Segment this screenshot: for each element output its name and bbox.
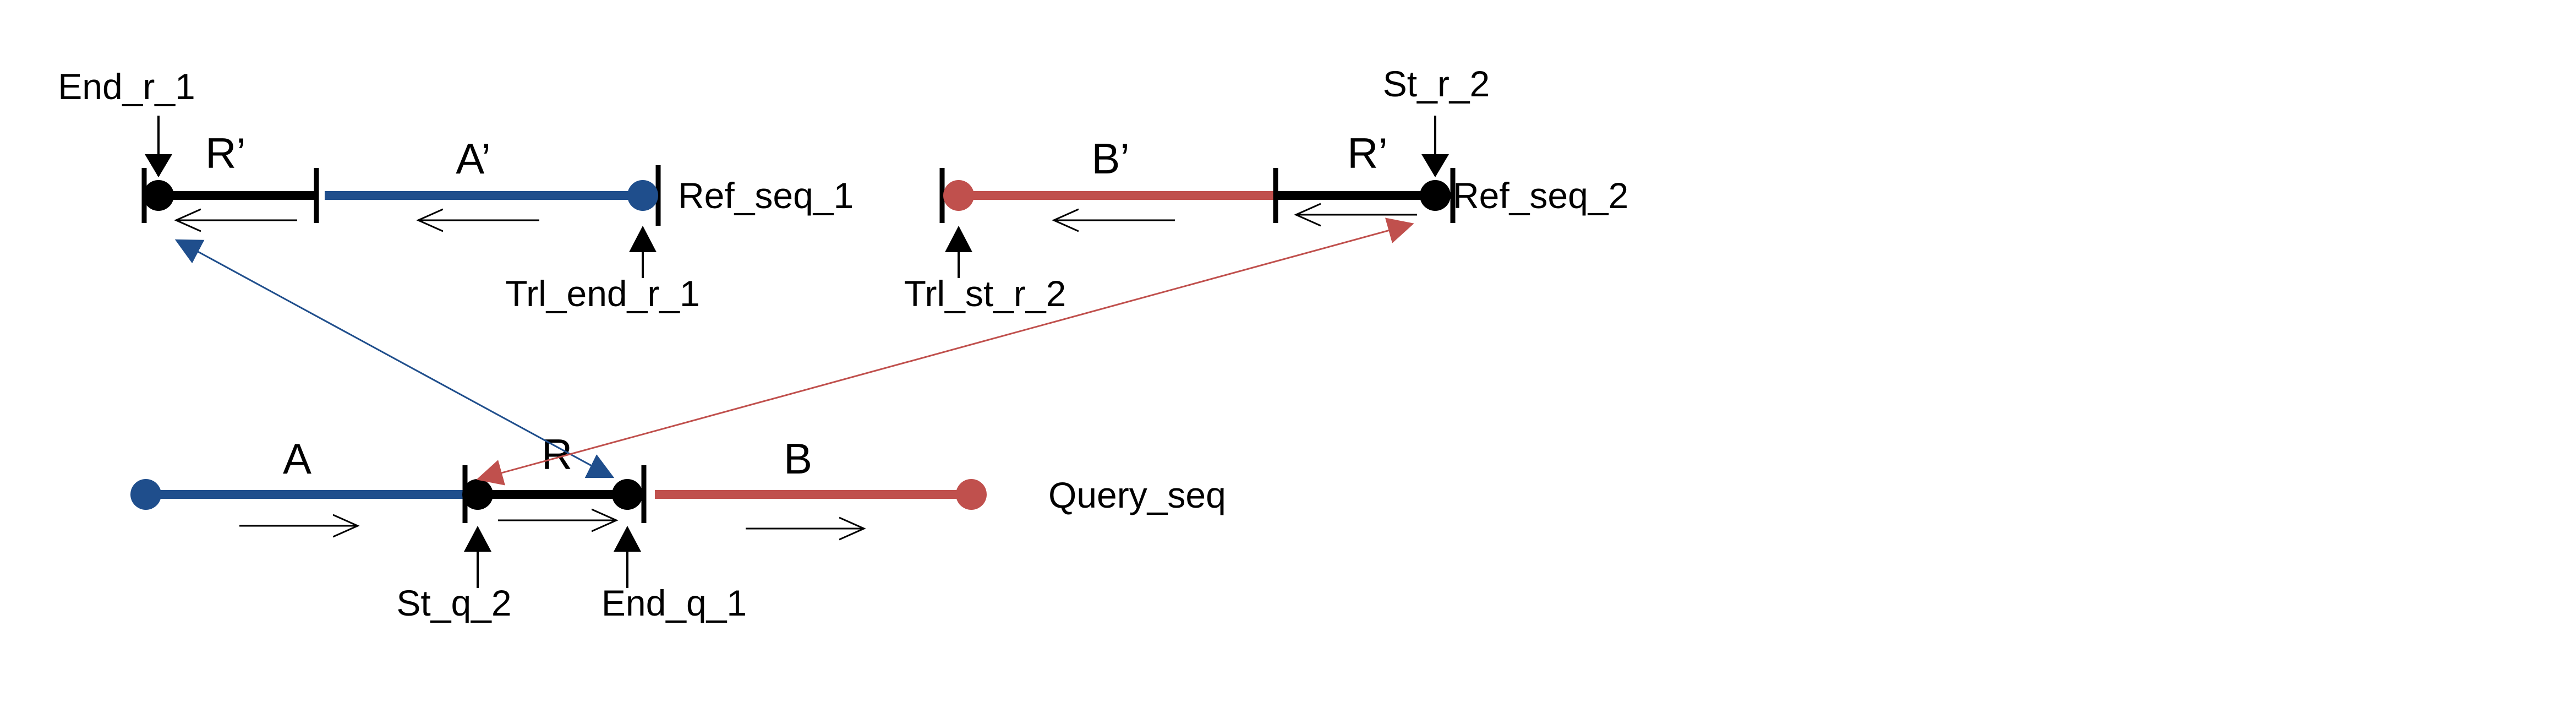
ref1-trl-end-dot: [627, 180, 658, 211]
mapping-arrows: [174, 217, 1414, 486]
red-mapping-arrow-to-query: [476, 460, 506, 486]
query-b-end-dot: [956, 479, 987, 510]
ref2-name-label: Ref_seq_2: [1453, 175, 1628, 216]
ref2-start-pointer-label: St_r_2: [1383, 63, 1490, 104]
query-a-label: A: [283, 434, 311, 483]
ref1-end-pointer-label: End_r_1: [58, 66, 195, 107]
query-name-label: Query_seq: [1048, 475, 1226, 515]
ref1-trl-end-pointer-label: Trl_end_r_1: [505, 273, 699, 314]
ref-seq-1: R’ A’ Ref_seq_1 End_r_1 Trl_end_r_1: [58, 66, 854, 314]
blue-mapping-line: [182, 242, 612, 478]
ref1-name-label: Ref_seq_1: [678, 175, 854, 216]
ref1-r-prime-label: R’: [205, 129, 246, 177]
ref1-end-r-dot: [143, 180, 174, 211]
query-end-pointer-label: End_q_1: [601, 583, 747, 623]
ref2-trl-start-dot: [943, 180, 974, 211]
ref2-r-prime-label: R’: [1347, 129, 1388, 177]
query-start-pointer-label: St_q_2: [396, 583, 511, 623]
ref1-trl-end-pointer-head: [629, 226, 657, 252]
ref2-b-prime-label: B’: [1091, 134, 1129, 183]
blue-mapping-arrow-to-ref1-start: [174, 239, 205, 264]
query-end-pointer-head: [614, 526, 641, 552]
ref2-start-r-dot: [1420, 180, 1451, 211]
query-start-pointer-head: [464, 526, 491, 552]
ref2-start-pointer-head: [1421, 154, 1449, 177]
ref1-a-prime-label: A’: [456, 134, 491, 183]
query-seq: A R B Query_seq St_q_2 End_q_1: [130, 430, 1226, 623]
ref1-end-pointer-head: [145, 154, 172, 177]
query-b-label: B: [784, 434, 812, 483]
query-st-q-dot: [462, 479, 493, 510]
ref-seq-2: B’ R’ Ref_seq_2 St_r_2 Trl_st_r_2: [904, 63, 1629, 314]
ref2-trl-start-pointer-head: [945, 226, 972, 252]
ref2-trl-start-pointer-label: Trl_st_r_2: [904, 273, 1067, 314]
query-end-q-dot: [612, 479, 643, 510]
red-mapping-line: [483, 225, 1407, 479]
red-mapping-arrow-to-ref2: [1385, 217, 1414, 243]
query-a-start-dot: [130, 479, 161, 510]
